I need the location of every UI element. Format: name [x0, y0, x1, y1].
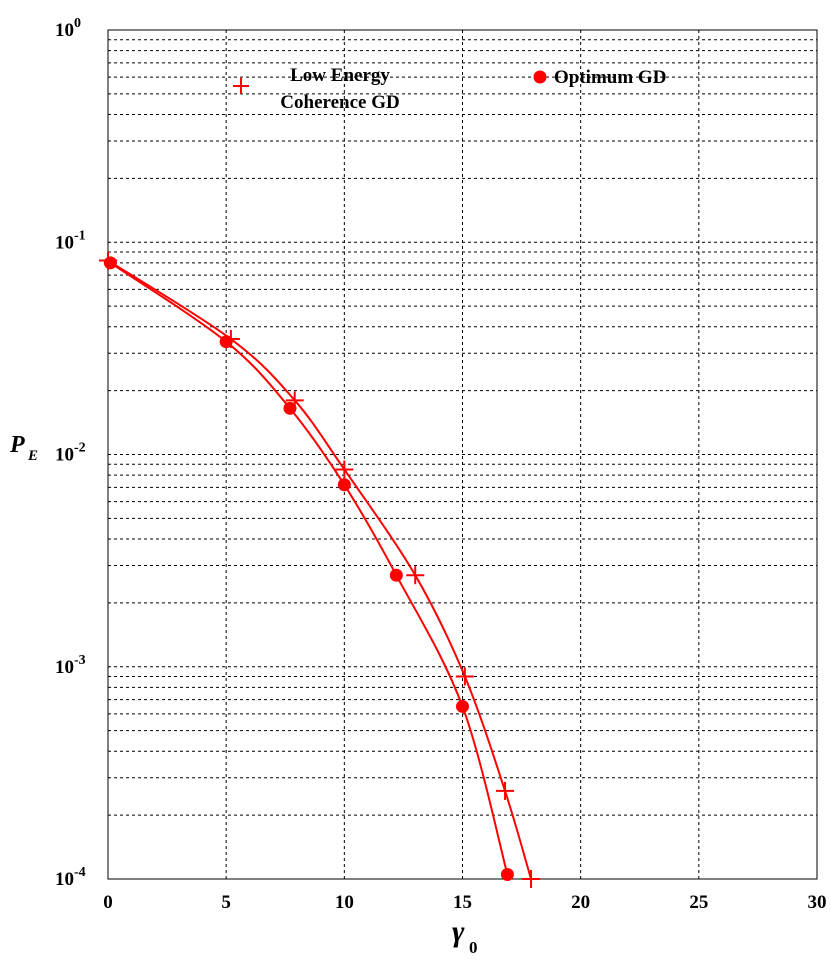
plot-frame [107, 29, 818, 880]
grid-lines [108, 30, 817, 879]
legend: Low Energy Coherence GD Optimum GD [233, 65, 666, 113]
y-tick-label: 100 [55, 16, 81, 41]
y-tick-label-exponent: 0 [74, 16, 81, 31]
x-tick-label: 20 [571, 892, 590, 913]
x-tick-label: 25 [689, 892, 708, 913]
legend-label-optimum-gd: Optimum GD [554, 67, 666, 88]
x-tick-label: 10 [335, 892, 354, 913]
y-tick-label-exponent: -4 [74, 865, 86, 880]
x-axis-label-main: γ [452, 915, 465, 948]
legend-label-low-energy-line-2: Coherence GD [280, 92, 399, 113]
y-axis-label-main: P [9, 432, 25, 458]
legend-plus-marker [233, 78, 249, 94]
data-series [99, 251, 541, 888]
data-point-plus [496, 781, 515, 800]
x-tick-label: 0 [103, 892, 113, 913]
y-tick-label: 10-1 [55, 228, 86, 253]
data-point-circle [389, 568, 403, 582]
legend-circle-marker [533, 70, 547, 84]
data-point-circle [456, 699, 469, 713]
y-tick-label: 10-3 [55, 653, 86, 678]
data-point-circle [103, 256, 117, 270]
y-tick-label: 10-4 [55, 865, 86, 890]
x-tick-label: 15 [453, 892, 472, 913]
legend-label-low-energy-line-1: Low Energy [290, 65, 390, 86]
x-tick-label: 5 [221, 892, 231, 913]
y-axis-label: P E [9, 432, 38, 464]
x-tick-label: 30 [808, 892, 827, 913]
data-point-circle [337, 478, 351, 492]
data-point-circle [500, 868, 514, 882]
data-point-plus [522, 870, 541, 888]
y-tick-label: 10-2 [55, 441, 86, 466]
data-point-circle [283, 401, 297, 415]
data-point-plus [335, 460, 354, 479]
x-axis-label: γ 0 [452, 915, 478, 957]
y-tick-label-exponent: -2 [74, 441, 86, 456]
y-tick-label-exponent: -3 [74, 653, 86, 668]
legend-item-optimum-gd: Optimum GD [533, 67, 666, 88]
y-tick-label-exponent: -1 [74, 228, 86, 243]
y-axis-label-subscript: E [27, 448, 38, 464]
y-tick-label-base: 10 [55, 657, 74, 678]
data-point-circle [219, 335, 233, 349]
legend-item-low-energy-coherence-gd: Low Energy Coherence GD [233, 65, 400, 113]
x-axis-label-subscript: 0 [469, 938, 478, 957]
y-tick-label-base: 10 [55, 445, 74, 466]
data-point-plus [455, 667, 474, 686]
y-tick-label-base: 10 [55, 232, 74, 253]
data-point-plus [406, 566, 425, 585]
series-optimum-gd [103, 256, 514, 882]
y-tick-label-base: 10 [55, 869, 74, 890]
y-tick-label-base: 10 [55, 20, 74, 41]
